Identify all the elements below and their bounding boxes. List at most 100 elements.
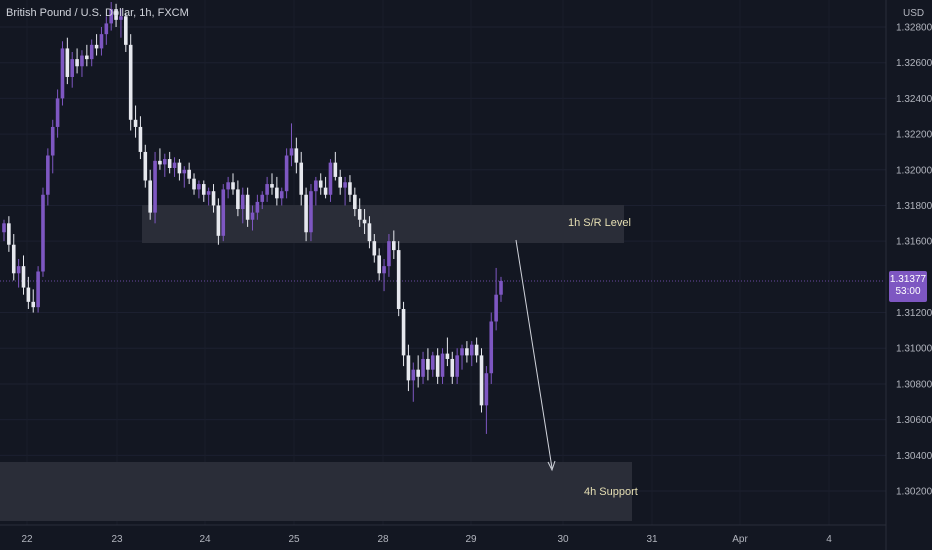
candle-body	[494, 294, 498, 322]
candle-body	[240, 194, 245, 210]
candle-body	[357, 209, 362, 220]
candle-body	[206, 191, 211, 195]
candle-body	[372, 241, 377, 256]
x-tick-label: Apr	[732, 534, 748, 545]
candle-body	[114, 9, 118, 20]
candle-body	[99, 34, 104, 49]
candle-body	[275, 187, 279, 199]
last-price-tag: 1.31377 53:00	[889, 271, 927, 302]
y-tick-label: 1.30200	[896, 487, 932, 498]
candle-body	[469, 344, 474, 356]
candle-body	[148, 180, 152, 213]
candle-body	[499, 280, 503, 295]
candle-body	[70, 59, 75, 77]
candle-body	[31, 301, 36, 308]
candle-body	[153, 160, 157, 213]
candle-body	[484, 373, 489, 406]
candle-body	[109, 9, 113, 24]
candle-body	[41, 194, 45, 272]
candle-body	[382, 266, 386, 274]
candle-body	[124, 16, 128, 45]
candle-body	[348, 182, 352, 195]
candle-body	[421, 358, 425, 377]
y-tick-label: 1.32400	[896, 94, 932, 105]
candle-body	[435, 355, 440, 377]
candle-body	[426, 358, 430, 370]
price-axis[interactable]: 1.32800 1.32600 1.32400 1.32200 1.32000 1.318…	[896, 23, 932, 498]
y-tick-label: 1.30400	[896, 451, 932, 462]
y-tick-label: 1.32200	[896, 130, 932, 141]
candle-body	[328, 162, 333, 195]
candle-body	[231, 182, 235, 190]
candle-body	[138, 126, 143, 152]
x-tick-label: 31	[646, 534, 658, 545]
candle-body	[50, 126, 55, 156]
candle-body	[104, 23, 109, 35]
x-tick-label: 28	[377, 534, 389, 545]
y-tick-label: 1.31000	[896, 344, 932, 355]
candle-body	[11, 244, 16, 274]
candle-body	[158, 160, 162, 165]
candle-body	[177, 162, 182, 174]
candle-body	[294, 148, 299, 163]
candle-body	[260, 194, 265, 202]
x-tick-label: 30	[557, 534, 569, 545]
y-tick-label: 1.32600	[896, 58, 932, 69]
candle-body	[265, 184, 269, 195]
last-price-countdown: 53:00	[895, 286, 921, 297]
candle-body	[80, 55, 84, 67]
candle-body	[279, 191, 284, 199]
candle-body	[187, 169, 191, 179]
candle-body	[465, 348, 469, 356]
x-tick-label: 29	[465, 534, 477, 545]
candle-body	[411, 369, 416, 381]
candle-body	[387, 241, 391, 267]
candle-body	[143, 151, 148, 181]
candle-body	[250, 212, 255, 220]
candle-body	[416, 369, 420, 377]
y-tick-label: 1.32000	[896, 165, 932, 176]
candle-body	[343, 182, 347, 188]
candle-body	[396, 250, 401, 309]
candle-body	[211, 191, 216, 206]
candle-body	[94, 44, 99, 49]
candle-body	[192, 178, 196, 190]
x-tick-label: 25	[288, 534, 300, 545]
candle-body	[133, 119, 138, 127]
last-price-value: 1.31377	[889, 274, 927, 285]
candle-body	[289, 148, 294, 156]
candle-body	[479, 355, 484, 406]
x-tick-label: 24	[199, 534, 211, 545]
candle-body	[489, 321, 494, 374]
candle-body	[392, 241, 396, 251]
candle-body	[7, 223, 11, 245]
time-axis[interactable]: 22 23 24 25 28 29 30 31 Apr 4	[21, 534, 832, 545]
y-tick-label: 1.31600	[896, 237, 932, 248]
currency-label: USD	[903, 8, 925, 19]
candle-body	[162, 159, 167, 165]
resistance-zone-label: 1h S/R Level	[568, 217, 631, 229]
candle-body	[323, 187, 328, 195]
candle-body	[460, 348, 464, 356]
candle-body	[172, 162, 177, 168]
candle-body	[60, 48, 65, 99]
candle-body	[167, 159, 172, 168]
support-zone	[0, 462, 632, 521]
candle-body	[284, 155, 289, 192]
candles	[2, 2, 503, 434]
candle-body	[338, 176, 343, 188]
x-tick-label: 4	[826, 534, 832, 545]
candle-body	[353, 194, 357, 210]
candle-body	[221, 189, 226, 236]
candle-body	[450, 358, 455, 377]
chart-title: British Pound / U.S. Dollar, 1h, FXCM	[6, 7, 189, 19]
y-tick-label: 1.30800	[896, 379, 932, 390]
candle-body	[367, 223, 372, 242]
candle-body	[46, 155, 50, 195]
candle-body	[333, 162, 338, 177]
candle-body	[474, 344, 479, 356]
candle-body	[245, 194, 250, 220]
candle-body	[255, 201, 260, 213]
